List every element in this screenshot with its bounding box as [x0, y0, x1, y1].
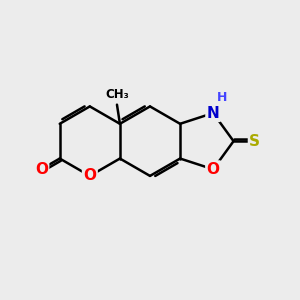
Text: O: O	[35, 162, 48, 177]
Text: O: O	[83, 168, 96, 183]
Text: CH₃: CH₃	[105, 88, 129, 101]
Text: S: S	[249, 134, 260, 149]
Text: H: H	[217, 91, 227, 103]
Text: O: O	[207, 162, 220, 177]
Text: N: N	[207, 106, 220, 121]
